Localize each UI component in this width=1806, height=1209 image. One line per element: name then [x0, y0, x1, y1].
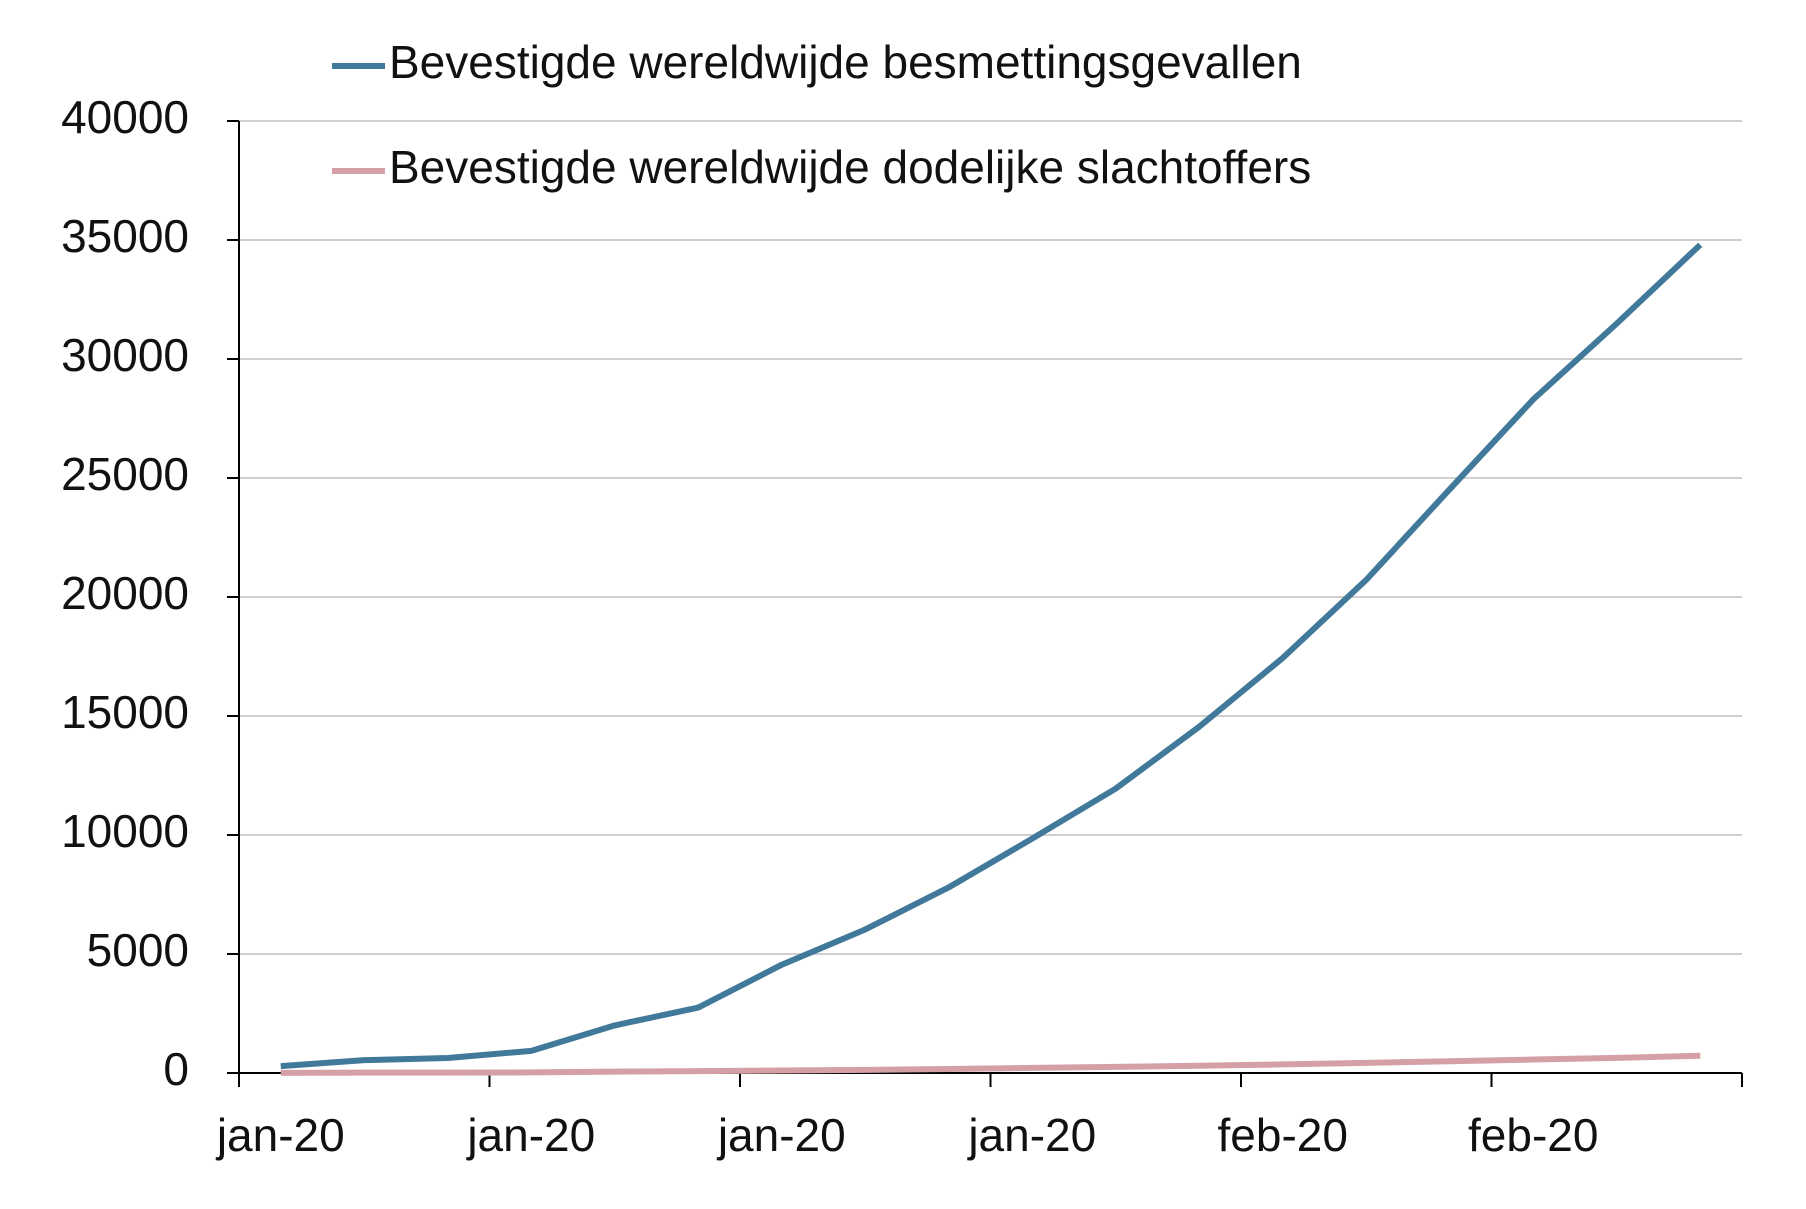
series-line	[280, 242, 1703, 1070]
y-tick-label: 0	[163, 1043, 189, 1095]
x-tick-label: jan-20	[465, 1109, 595, 1161]
x-tick-label: jan-20	[716, 1109, 846, 1161]
series-line	[280, 1052, 1701, 1076]
x-tick-label: feb-20	[1468, 1109, 1598, 1161]
x-tick-label: feb-20	[1218, 1109, 1348, 1161]
y-tick-label: 15000	[61, 686, 189, 738]
y-tick-label: 10000	[61, 805, 189, 857]
y-tick-label: 30000	[61, 329, 189, 381]
y-tick-label: 35000	[61, 210, 189, 262]
x-tick-label: jan-20	[966, 1109, 1096, 1161]
y-tick-label: 20000	[61, 567, 189, 619]
y-tick-label: 40000	[61, 91, 189, 143]
x-tick-label: jan-20	[215, 1109, 345, 1161]
legend-label: Bevestigde wereldwijde besmettingsgevall…	[389, 36, 1302, 88]
legend-label: Bevestigde wereldwijde dodelijke slachto…	[389, 141, 1311, 193]
y-tick-label: 25000	[61, 448, 189, 500]
y-tick-label: 5000	[87, 924, 189, 976]
